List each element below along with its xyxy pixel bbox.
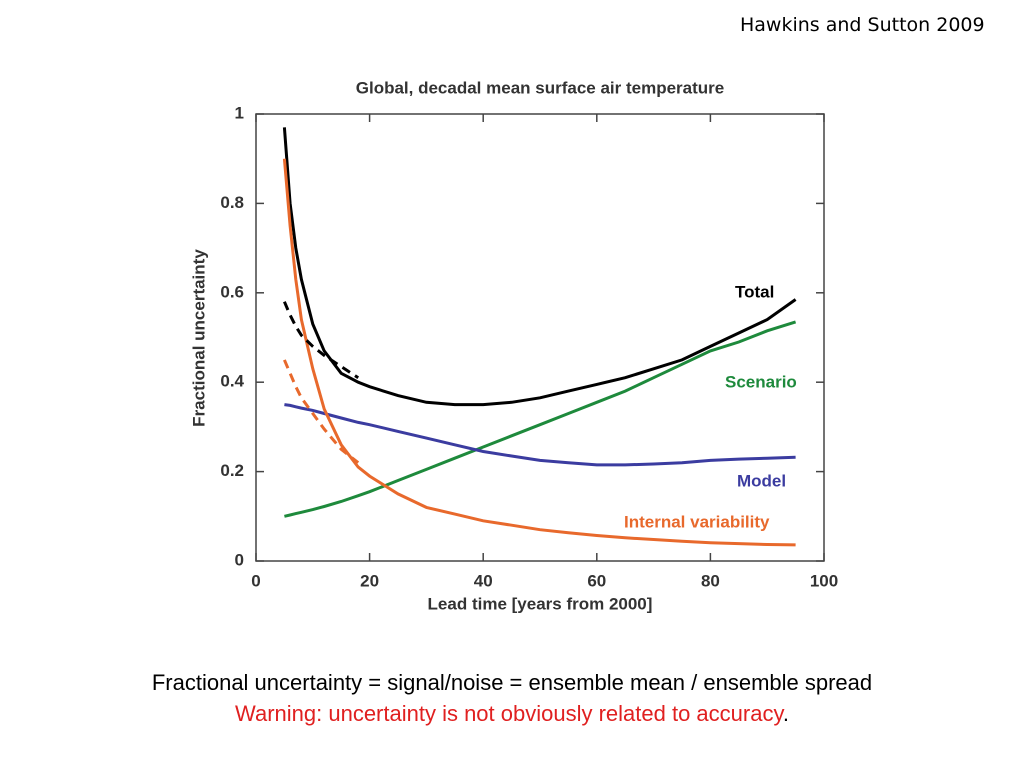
caption-warning-line: Warning: uncertainty is not obviously re…	[0, 701, 1024, 727]
series-label: Scenario	[725, 372, 797, 391]
series-label: Total	[735, 282, 774, 301]
period: .	[782, 701, 789, 726]
y-tick-label: 0.2	[220, 461, 244, 480]
series-label: Model	[737, 471, 786, 490]
y-tick-label: 0.4	[220, 372, 244, 391]
y-tick-label: 1	[235, 103, 244, 122]
series-label: Internal variability	[624, 512, 770, 531]
y-tick-label: 0.6	[220, 282, 244, 301]
plot-frame	[255, 113, 825, 562]
caption: Fractional uncertainty = signal/noise = …	[151, 670, 873, 695]
series-line	[282, 158, 796, 547]
dashed-line	[283, 359, 360, 464]
x-tick-label: 40	[474, 571, 493, 590]
x-tick-label: 0	[251, 571, 260, 590]
chart-title: Global, decadal mean surface air tempera…	[356, 78, 724, 97]
x-tick-label: 100	[810, 571, 838, 590]
y-axis-label: Fractional uncertainty	[189, 249, 208, 427]
warning: Warning: uncertainty is not obviously re…	[235, 701, 783, 726]
series-line	[284, 320, 797, 518]
x-tick-label: 80	[701, 571, 720, 590]
x-tick-label: 60	[587, 571, 606, 590]
y-tick-label: 0.8	[220, 193, 244, 212]
source-note: Hawkins and Sutton 2009	[740, 14, 985, 36]
series-line	[282, 127, 797, 407]
dashed-line	[283, 301, 360, 379]
chart: Global, decadal mean surface air tempera…	[189, 78, 838, 613]
x-tick-label: 20	[360, 571, 379, 590]
y-tick-label: 0	[235, 550, 244, 569]
x-axis-label: Lead time [years from 2000]	[428, 594, 653, 613]
series-line	[284, 403, 796, 467]
